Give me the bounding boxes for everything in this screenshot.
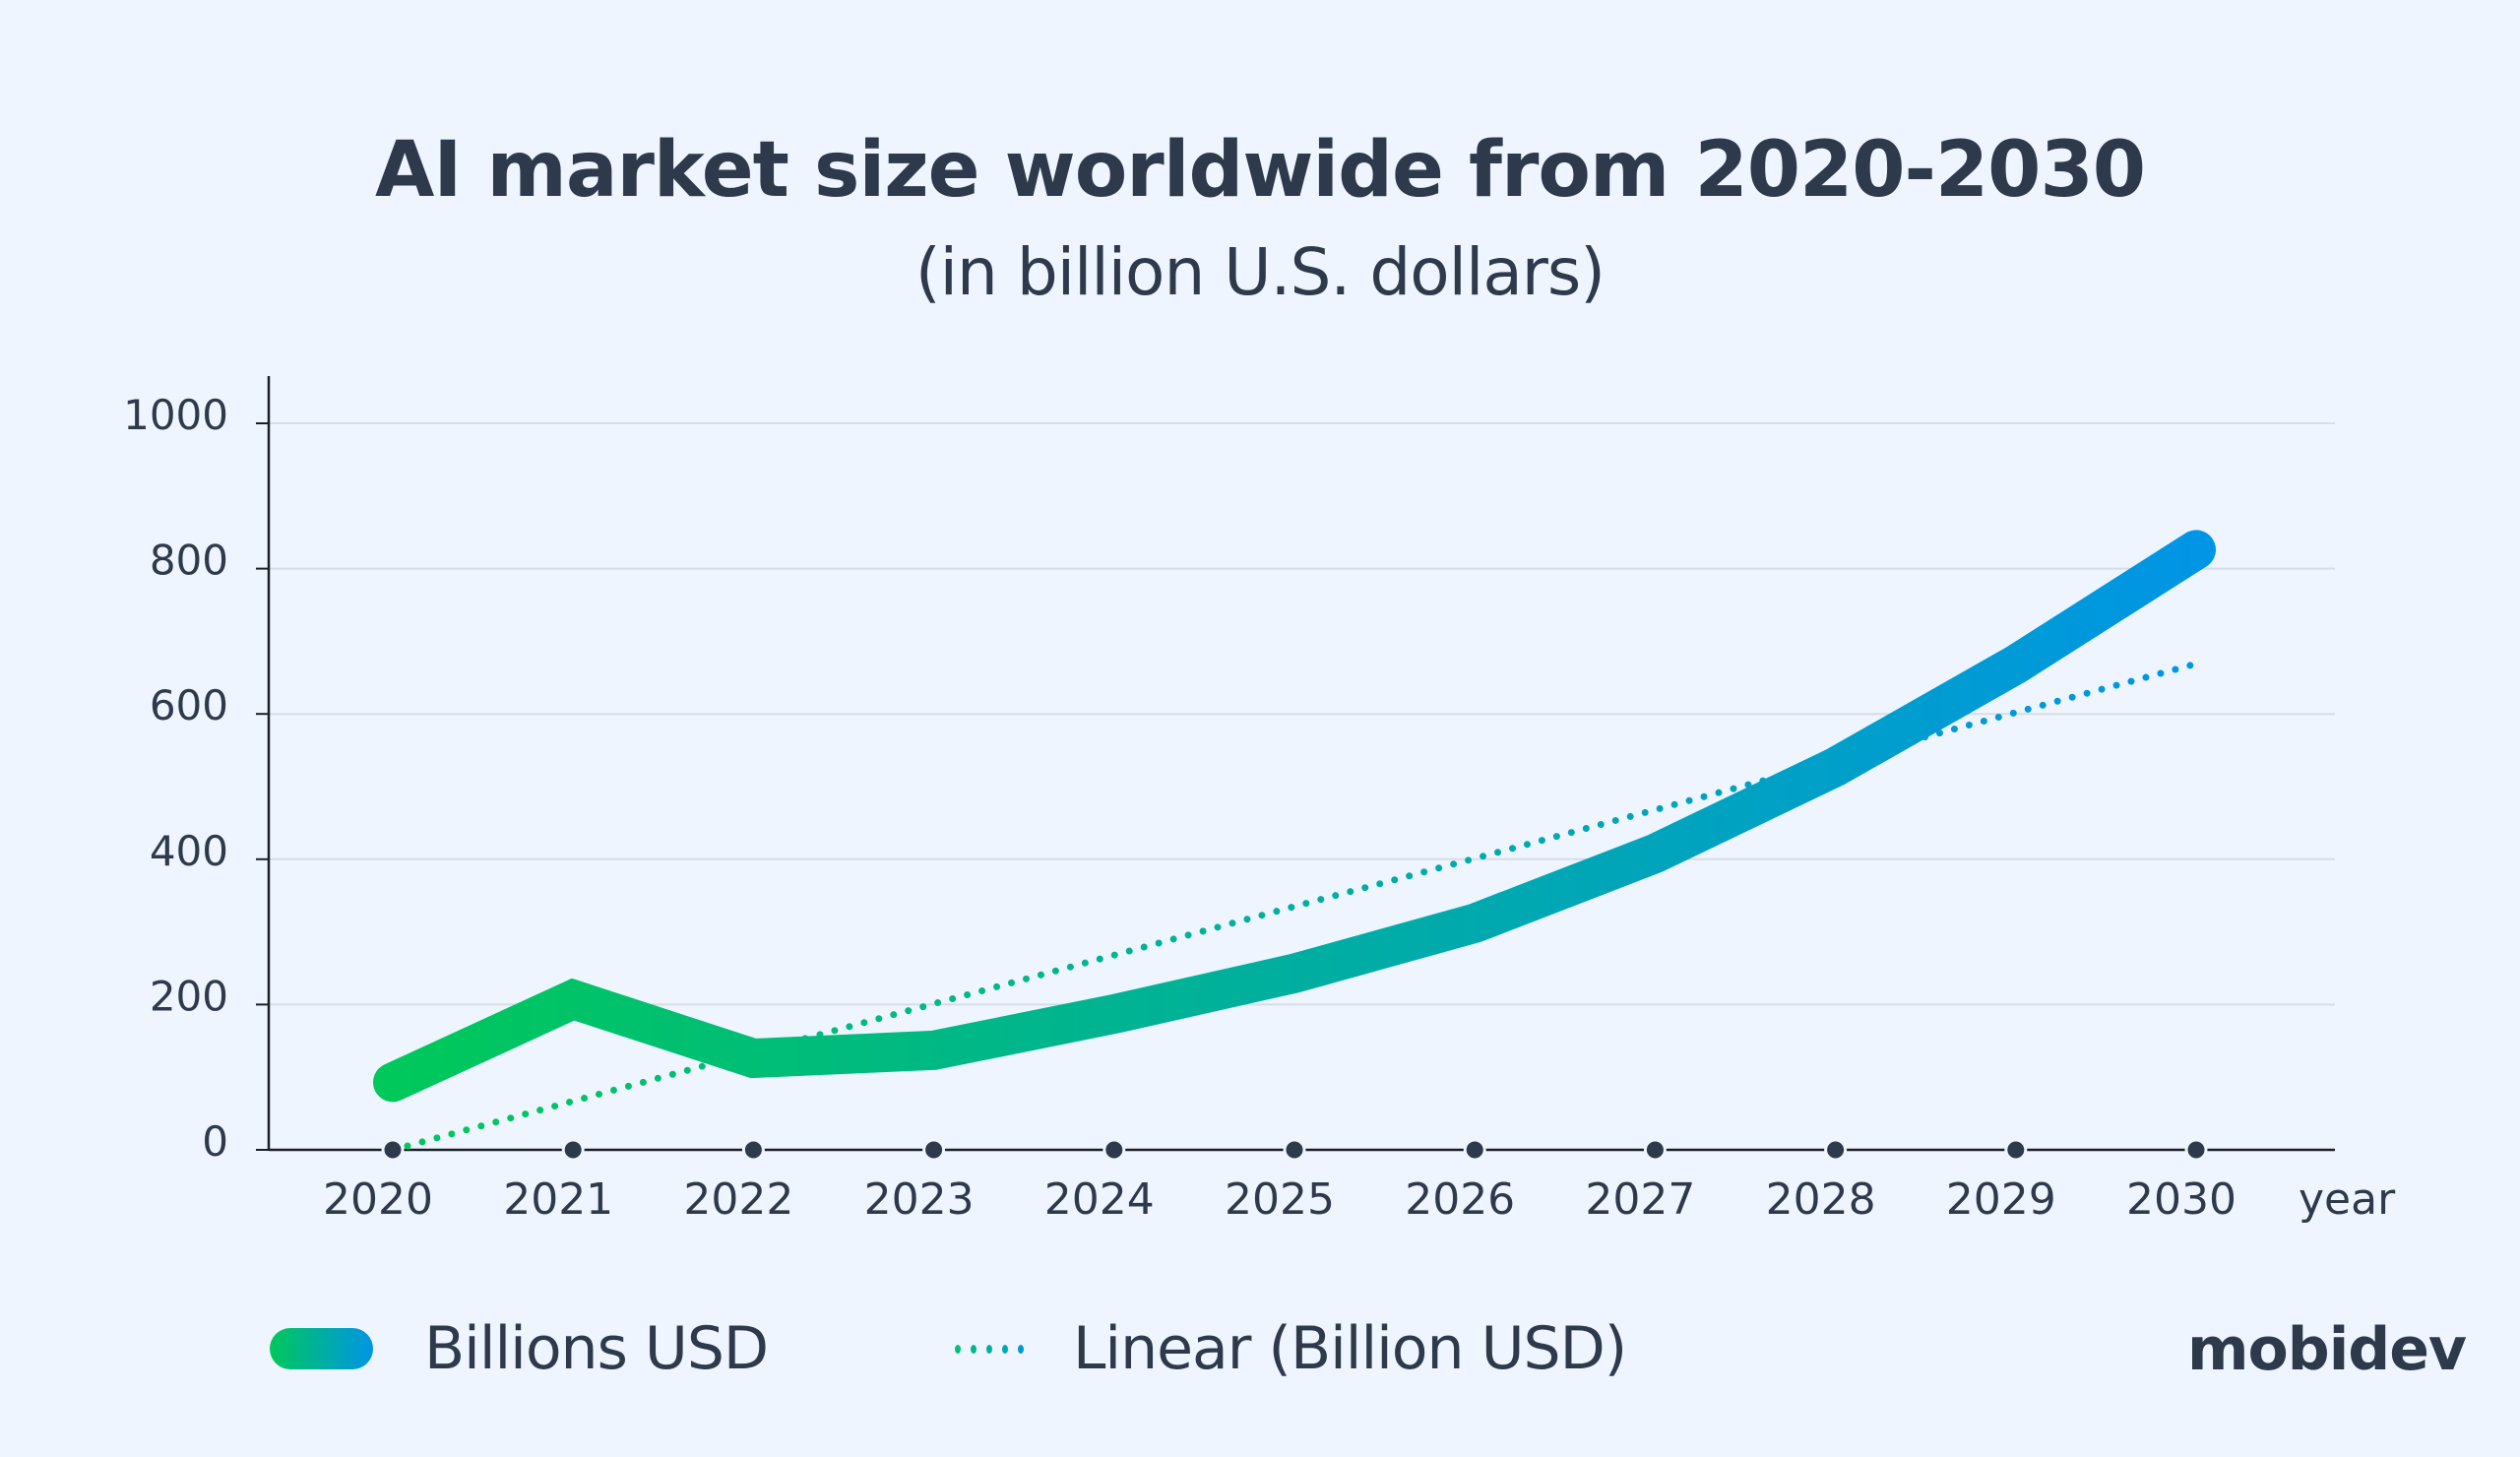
x-tick-marker <box>1102 1138 1126 1162</box>
x-tick-marker <box>2004 1138 2028 1162</box>
x-tick-label: 2026 <box>1405 1174 1515 1225</box>
x-tick-markers <box>381 1138 2208 1162</box>
legend-swatch-gradient-line <box>270 1328 373 1369</box>
legend-label: Linear (Billion USD) <box>1073 1314 1627 1383</box>
x-tick-label: 2028 <box>1766 1174 1876 1225</box>
y-tick-label: 400 <box>150 827 228 875</box>
y-tick-label: 1000 <box>123 391 228 439</box>
y-tick-label: 0 <box>202 1117 228 1166</box>
x-tick-marker <box>1643 1138 1667 1162</box>
series-billions-usd <box>373 530 2216 1103</box>
x-tick-labels: 2020 2021 2022 2023 2024 2025 2026 2027 2028 2029… <box>323 1174 2236 1225</box>
x-tick-label: 2021 <box>503 1174 613 1225</box>
x-tick-marker <box>1824 1138 1848 1162</box>
legend-label: Billions USD <box>424 1314 769 1383</box>
y-tick-label: 600 <box>150 681 228 729</box>
x-tick-label: 2025 <box>1225 1174 1335 1225</box>
y-tick-label: 800 <box>150 537 228 585</box>
legend-item-linear: Linear (Billion USD) <box>955 1314 1627 1383</box>
x-tick-label: 2024 <box>1044 1174 1155 1225</box>
y-tick-labels: 0 200 400 600 800 1000 <box>123 391 228 1166</box>
x-tick-label: 2020 <box>323 1174 433 1225</box>
chart-subtitle: (in billion U.S. dollars) <box>914 234 1606 310</box>
x-tick-label: 2029 <box>1946 1174 2056 1225</box>
legend-swatch-dotted-line <box>955 1344 1024 1354</box>
x-tick-marker <box>1463 1138 1486 1162</box>
x-axis-title: year <box>2299 1174 2396 1225</box>
x-tick-label: 2027 <box>1585 1174 1695 1225</box>
x-tick-marker <box>1283 1138 1306 1162</box>
y-axis <box>256 376 271 1151</box>
series-line <box>373 530 2216 1103</box>
y-tick-label: 200 <box>150 972 228 1020</box>
x-tick-marker <box>741 1138 765 1162</box>
x-tick-label: 2030 <box>2126 1174 2236 1225</box>
chart-title: AI market size worldwide from 2020-2030 <box>375 126 2146 215</box>
x-tick-label: 2023 <box>864 1174 975 1225</box>
x-tick-marker <box>2184 1138 2208 1162</box>
legend-item-billions-usd: Billions USD <box>270 1314 769 1383</box>
mobidev-logo: mobidev <box>2187 1315 2467 1384</box>
x-tick-marker <box>561 1138 585 1162</box>
gridlines <box>269 422 2335 1006</box>
x-tick-marker <box>381 1138 405 1162</box>
x-tick-marker <box>922 1138 946 1162</box>
x-tick-label: 2022 <box>683 1174 793 1225</box>
